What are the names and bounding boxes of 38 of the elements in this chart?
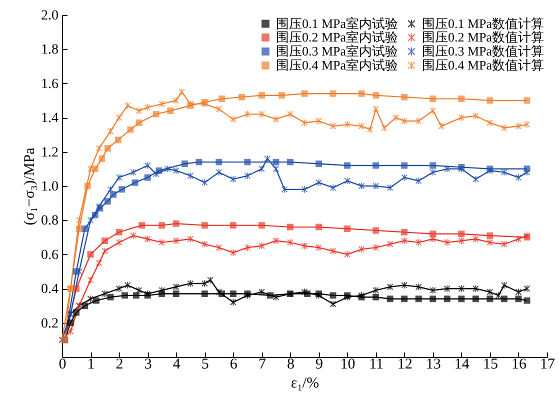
x-tick-label: 13: [426, 356, 441, 372]
y-tick-label: 1.0: [41, 180, 58, 194]
legend-label: 围压0.4 MPa室内试验: [276, 58, 398, 72]
x-tick-label: 7: [258, 356, 266, 372]
legend-label: 围压0.1 MPa室内试验: [276, 16, 398, 31]
legend-label: 围压0.1 MPa数值计算: [422, 16, 544, 31]
y-tick-label: 1.2: [41, 145, 58, 160]
legend-label: 围压0.2 MPa数值计算: [422, 30, 544, 44]
x-tick-label: 8: [286, 356, 294, 372]
y-tick-label: 2.0: [41, 8, 58, 24]
y-tick-label: 0.8: [41, 214, 58, 229]
y-tick-label: 0.2: [41, 316, 58, 332]
y-tick-label: 0.4: [41, 282, 58, 298]
x-tick-label: 4: [172, 356, 181, 372]
x-axis-title: ε₁/%: [290, 376, 320, 392]
y-axis-title: (σ₁−σ₃)/MPa: [22, 147, 38, 226]
x-tick-label: 0: [58, 356, 66, 372]
x-tick-label: 2: [116, 356, 124, 372]
legend-label: 围压0.2 MPa室内试验: [276, 30, 398, 44]
x-tick-label: 12: [397, 356, 412, 372]
x-tick-label: 1: [87, 356, 95, 372]
x-tick-label: 14: [454, 356, 470, 372]
y-tick-label: 1.6: [41, 76, 58, 92]
x-tick-label: 5: [201, 356, 209, 372]
y-tick-label: 0.6: [41, 248, 58, 263]
x-tick-label: 17: [540, 356, 556, 372]
x-tick-label: 3: [144, 356, 152, 372]
x-tick-label: 10: [340, 356, 356, 372]
x-tick-label: 6: [230, 356, 238, 372]
x-tick-label: 16: [511, 356, 527, 372]
y-tick-label: 1.8: [41, 42, 58, 58]
legend-label: 围压0.3 MPa数值计算: [422, 44, 544, 58]
y-tick-label: 1.4: [41, 111, 58, 126]
x-tick-label: 11: [369, 356, 384, 372]
x-tick-label: 15: [482, 356, 498, 372]
x-tick-label: 9: [316, 356, 324, 372]
legend-label: 围压0.4 MPa数值计算: [422, 58, 544, 72]
legend-label: 围压0.3 MPa室内试验: [276, 44, 398, 58]
